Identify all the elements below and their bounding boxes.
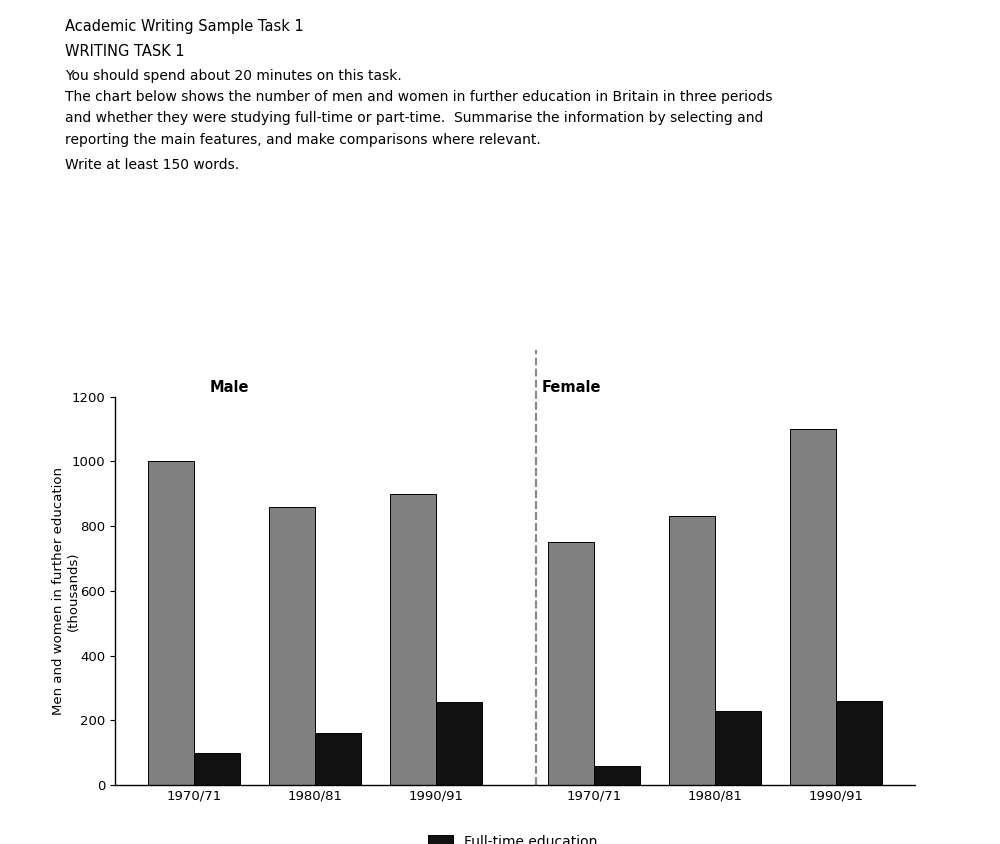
Text: and whether they were studying full-time or part-time.  Summarise the informatio: and whether they were studying full-time… [65,111,763,126]
Bar [148,462,194,785]
Bar [436,702,482,785]
Bar [390,494,436,785]
Text: Write at least 150 words.: Write at least 150 words. [65,158,239,172]
Text: WRITING TASK 1: WRITING TASK 1 [65,44,185,59]
Bar [790,429,836,785]
Text: Academic Writing Sample Task 1: Academic Writing Sample Task 1 [65,19,304,34]
Bar [548,542,594,785]
Text: Male: Male [210,380,249,395]
Bar [836,701,882,785]
Legend: Full-time education, Part-time education: Full-time education, Part-time education [428,835,602,844]
Text: reporting the main features, and make comparisons where relevant.: reporting the main features, and make co… [65,133,541,147]
Bar [194,753,240,785]
Bar [315,733,361,785]
Bar [669,517,715,785]
Text: The chart below shows the number of men and women in further education in Britai: The chart below shows the number of men … [65,90,772,105]
Bar [269,506,315,785]
Bar [715,711,761,785]
Bar [594,766,640,785]
Y-axis label: Men and women in further education
(thousands): Men and women in further education (thou… [52,467,80,715]
Text: Female: Female [542,380,601,395]
Text: You should spend about 20 minutes on this task.: You should spend about 20 minutes on thi… [65,69,402,84]
